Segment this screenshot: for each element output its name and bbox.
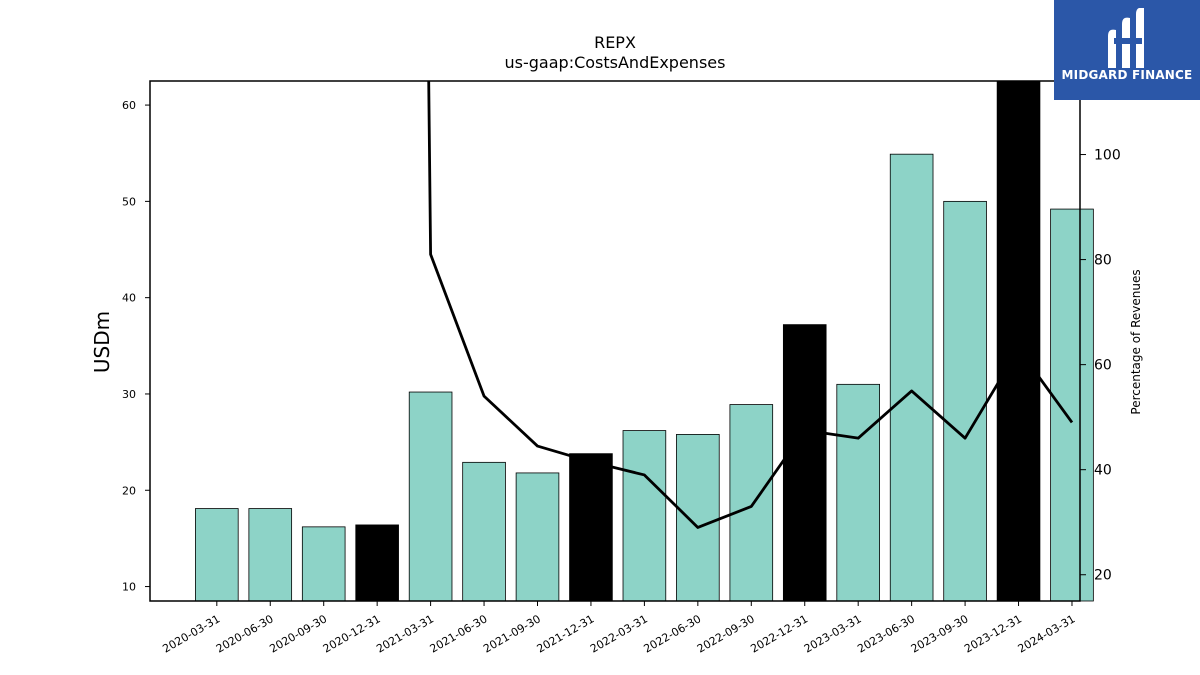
bar <box>462 461 506 602</box>
y-axis-label: USDm <box>90 311 114 373</box>
x-tick-label: 2020-06-30 <box>214 612 276 655</box>
bar <box>195 508 239 602</box>
y2-tick-label: 80 <box>1094 253 1112 269</box>
y-tick-label: 30 <box>122 388 136 401</box>
bar <box>569 453 613 602</box>
x-tick-label: 2021-09-30 <box>481 612 543 655</box>
bar <box>622 430 667 602</box>
bar <box>729 404 774 602</box>
x-tick-label: 2020-12-31 <box>321 612 383 655</box>
bar <box>248 508 293 602</box>
x-tick-label: 2022-12-31 <box>748 612 810 655</box>
x-tick-label: 2022-06-30 <box>641 612 703 655</box>
bar <box>889 153 934 602</box>
x-tick-label: 2021-06-30 <box>428 612 490 655</box>
x-tick-label: 2023-06-30 <box>855 612 917 655</box>
x-tick-label: 2022-09-30 <box>695 612 757 655</box>
x-tick-label: 2024-03-31 <box>1016 612 1078 655</box>
y2-tick-label: 20 <box>1094 568 1112 584</box>
y-tick-label: 40 <box>122 292 136 305</box>
bar <box>943 200 987 602</box>
bar <box>355 524 399 602</box>
bar <box>676 434 720 602</box>
y2-tick-label: 60 <box>1094 358 1112 374</box>
y2-tick-label: 100 <box>1094 148 1121 164</box>
x-tick-label: 2021-12-31 <box>535 612 597 655</box>
x-tick-label: 2020-03-31 <box>160 612 222 655</box>
x-tick-label: 2023-12-31 <box>962 612 1024 655</box>
bar <box>515 472 560 602</box>
plot-frame <box>149 80 1081 602</box>
chart-subtitle: us-gaap:CostsAndExpenses <box>505 53 726 72</box>
x-tick-label: 2023-03-31 <box>802 612 864 655</box>
chart-title: REPX <box>594 33 636 52</box>
logo-mark-icon <box>1108 8 1144 68</box>
x-tick-label: 2020-09-30 <box>267 612 329 655</box>
bar <box>996 80 1041 602</box>
bar <box>836 383 880 602</box>
bar <box>301 526 346 602</box>
bar <box>408 391 453 602</box>
logo-text: MIDGARD FINANCE <box>1061 68 1193 82</box>
bar <box>782 324 827 602</box>
brand-logo: MIDGARD FINANCE <box>1054 0 1200 100</box>
y-tick-label: 60 <box>122 99 136 112</box>
y2-tick-label: 40 <box>1094 463 1112 479</box>
y2-axis-label: Percentage of Revenues <box>1129 269 1143 414</box>
y-tick-label: 10 <box>122 581 136 594</box>
y-tick-label: 50 <box>122 195 136 208</box>
x-tick-label: 2021-03-31 <box>374 612 436 655</box>
ratio-line <box>427 81 1074 529</box>
x-tick-label: 2022-03-31 <box>588 612 650 655</box>
x-tick-label: 2023-09-30 <box>909 612 971 655</box>
bar <box>1050 208 1094 602</box>
y-tick-label: 20 <box>122 484 136 497</box>
